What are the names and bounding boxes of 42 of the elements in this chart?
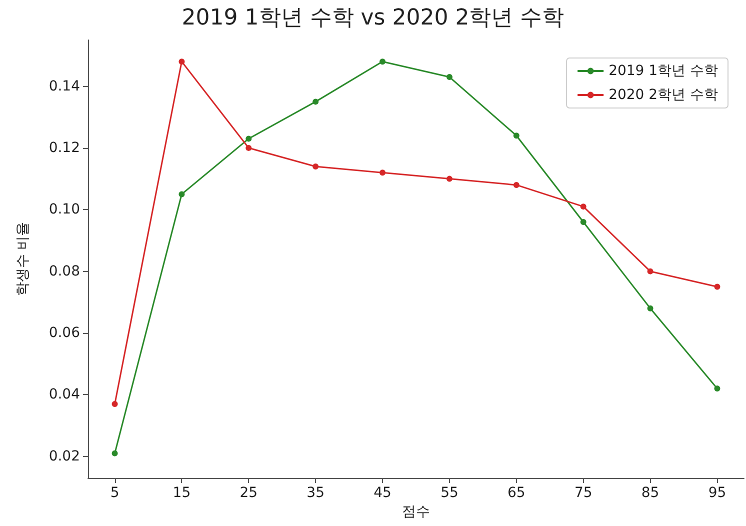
x-tick-label: 35: [306, 485, 325, 501]
x-tick-label: 5: [110, 485, 120, 501]
point: [380, 58, 386, 65]
point: [580, 218, 586, 225]
point: [513, 182, 520, 188]
point: [112, 450, 118, 456]
legend-label: 2019 1학년 수학: [608, 63, 718, 79]
point: [714, 284, 720, 290]
x-tick-label: 55: [440, 485, 458, 501]
point: [714, 386, 720, 392]
point: [312, 163, 319, 170]
y-axis-title: 학생수 비율: [15, 222, 31, 296]
y-tick-label: 0.06: [48, 325, 80, 342]
point: [647, 305, 654, 312]
point: [178, 191, 185, 198]
y-tick-label: 0.14: [48, 78, 80, 94]
point: [446, 74, 452, 80]
y-tick-label: 0.02: [48, 448, 80, 464]
y-tick-label: 0.12: [48, 140, 80, 156]
y-tick-label: 0.08: [48, 263, 80, 280]
point: [380, 170, 386, 176]
point: [446, 176, 452, 182]
x-tick-label: 65: [507, 485, 526, 501]
legend-label: 2020 2학년 수학: [608, 87, 718, 103]
point: [246, 144, 252, 151]
point: [112, 400, 118, 407]
point: [647, 268, 654, 274]
chart-title: 2019 1학년 수학 vs 2020 2학년 수학: [182, 6, 564, 30]
point: [513, 132, 520, 139]
point: [178, 58, 185, 65]
x-tick-label: 95: [708, 485, 726, 501]
x-tick-label: 75: [574, 485, 592, 501]
y-tick-label: 0.04: [48, 386, 80, 403]
x-tick-label: 25: [240, 485, 258, 501]
y-tick-label: 0.10: [48, 202, 80, 218]
x-tick-label: 45: [374, 485, 392, 501]
point: [246, 136, 252, 142]
x-axis-title: 점수: [402, 504, 430, 520]
point: [580, 204, 586, 210]
point: [312, 98, 319, 105]
x-tick-label: 15: [172, 485, 191, 501]
x-tick-label: 85: [641, 485, 660, 501]
